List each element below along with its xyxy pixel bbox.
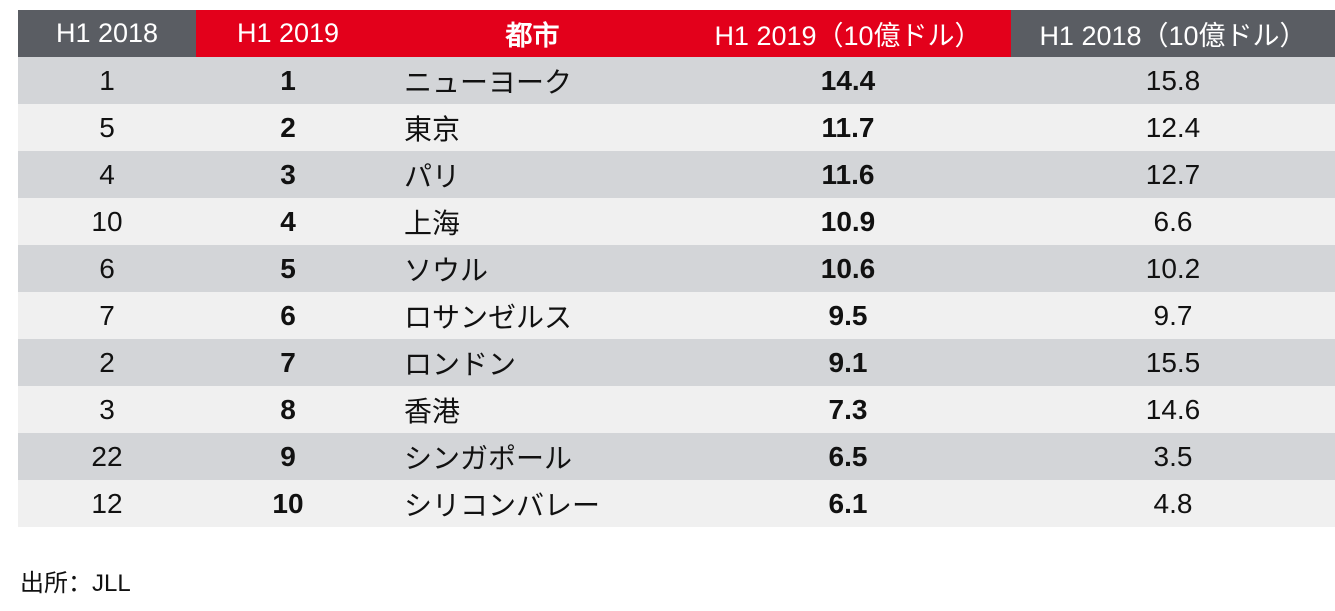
city-cell: シンガポール (404, 442, 573, 474)
header-city: 都市 (380, 10, 685, 57)
value-2018-cell: 15.5 (1145, 346, 1201, 378)
header-rank-2018: H1 2018 (18, 10, 196, 57)
table-body: 1 1 ニューヨーク 14.4 15.8 5 2 東京 11.7 12.4 4 3 パリ 11.6 12.7… (18, 57, 1335, 527)
table-row: 1 1 ニューヨーク 14.4 15.8 (18, 57, 1335, 104)
rank-2018-cell: 5 (99, 111, 115, 143)
table-row: 5 2 東京 11.7 12.4 (18, 104, 1335, 151)
value-2018-cell: 4.8 (1153, 487, 1193, 519)
table-row: 2 7 ロンドン 9.1 15.5 (18, 339, 1335, 386)
table-row: 10 4 上海 10.9 6.6 (18, 198, 1335, 245)
table-row: 6 5 ソウル 10.6 10.2 (18, 245, 1335, 292)
table-row: 22 9 シンガポール 6.5 3.5 (18, 433, 1335, 480)
city-cell: パリ (404, 160, 461, 192)
rank-2018-cell: 22 (91, 440, 123, 472)
rank-2018-cell: 2 (99, 346, 115, 378)
rank-2018-cell: 12 (91, 487, 123, 519)
rank-2018-cell: 6 (99, 252, 115, 284)
value-2019-cell: 11.7 (821, 111, 875, 143)
city-cell: ロンドン (404, 348, 517, 380)
value-2019-cell: 7.3 (828, 393, 868, 425)
rank-2018-cell: 1 (99, 64, 115, 96)
table-row: 12 10 シリコンバレー 6.1 4.8 (18, 480, 1335, 527)
rank-2018-cell: 4 (99, 158, 115, 190)
value-2019-cell: 9.5 (828, 299, 868, 331)
city-cell: ソウル (404, 254, 489, 286)
value-2018-cell: 10.2 (1145, 252, 1201, 284)
value-2018-cell: 12.4 (1145, 111, 1201, 143)
header-rank-2019: H1 2019 (196, 10, 380, 57)
value-2018-cell: 6.6 (1153, 205, 1193, 237)
rank-2019-cell: 7 (280, 346, 296, 378)
rank-2018-cell: 7 (99, 299, 115, 331)
rank-2019-cell: 3 (280, 158, 296, 190)
rank-2019-cell: 8 (280, 393, 296, 425)
rank-2019-cell: 10 (272, 487, 304, 519)
rank-2019-cell: 9 (280, 440, 296, 472)
city-cell: 香港 (404, 395, 461, 427)
value-2018-cell: 15.8 (1145, 64, 1201, 96)
rank-2019-cell: 6 (280, 299, 296, 331)
value-2018-cell: 12.7 (1145, 158, 1201, 190)
rank-2019-cell: 1 (280, 64, 296, 96)
value-2018-cell: 3.5 (1153, 440, 1193, 472)
value-2019-cell: 9.1 (828, 346, 868, 378)
table-row: 4 3 パリ 11.6 12.7 (18, 151, 1335, 198)
city-cell: 上海 (404, 207, 461, 239)
value-2019-cell: 6.5 (828, 440, 868, 472)
rank-2018-cell: 10 (91, 205, 123, 237)
source-note: 出所：JLL (20, 570, 131, 597)
table-row: 7 6 ロサンゼルス 9.5 9.7 (18, 292, 1335, 339)
city-cell: ロサンゼルス (404, 301, 573, 333)
city-cell: ニューヨーク (404, 66, 573, 98)
value-2019-cell: 10.9 (820, 205, 876, 237)
value-2019-cell: 14.4 (820, 64, 876, 96)
header-value-2018: H1 2018（10億ドル） (1011, 10, 1335, 57)
value-2019-cell: 6.1 (828, 487, 868, 519)
table-header: H1 2018 H1 2019 都市 H1 2019（10億ドル） H1 201… (18, 10, 1335, 57)
value-2019-cell: 10.6 (820, 252, 876, 284)
header-value-2019: H1 2019（10億ドル） (685, 10, 1011, 57)
rank-2018-cell: 3 (99, 393, 115, 425)
value-2018-cell: 14.6 (1145, 393, 1201, 425)
value-2019-cell: 11.6 (821, 158, 875, 190)
table-row: 3 8 香港 7.3 14.6 (18, 386, 1335, 433)
ranking-table: H1 2018 H1 2019 都市 H1 2019（10億ドル） H1 201… (18, 10, 1335, 527)
city-cell: シリコンバレー (404, 489, 601, 521)
value-2018-cell: 9.7 (1153, 299, 1193, 331)
rank-2019-cell: 2 (280, 111, 296, 143)
rank-2019-cell: 4 (280, 205, 296, 237)
city-cell: 東京 (404, 113, 461, 145)
rank-2019-cell: 5 (280, 252, 296, 284)
